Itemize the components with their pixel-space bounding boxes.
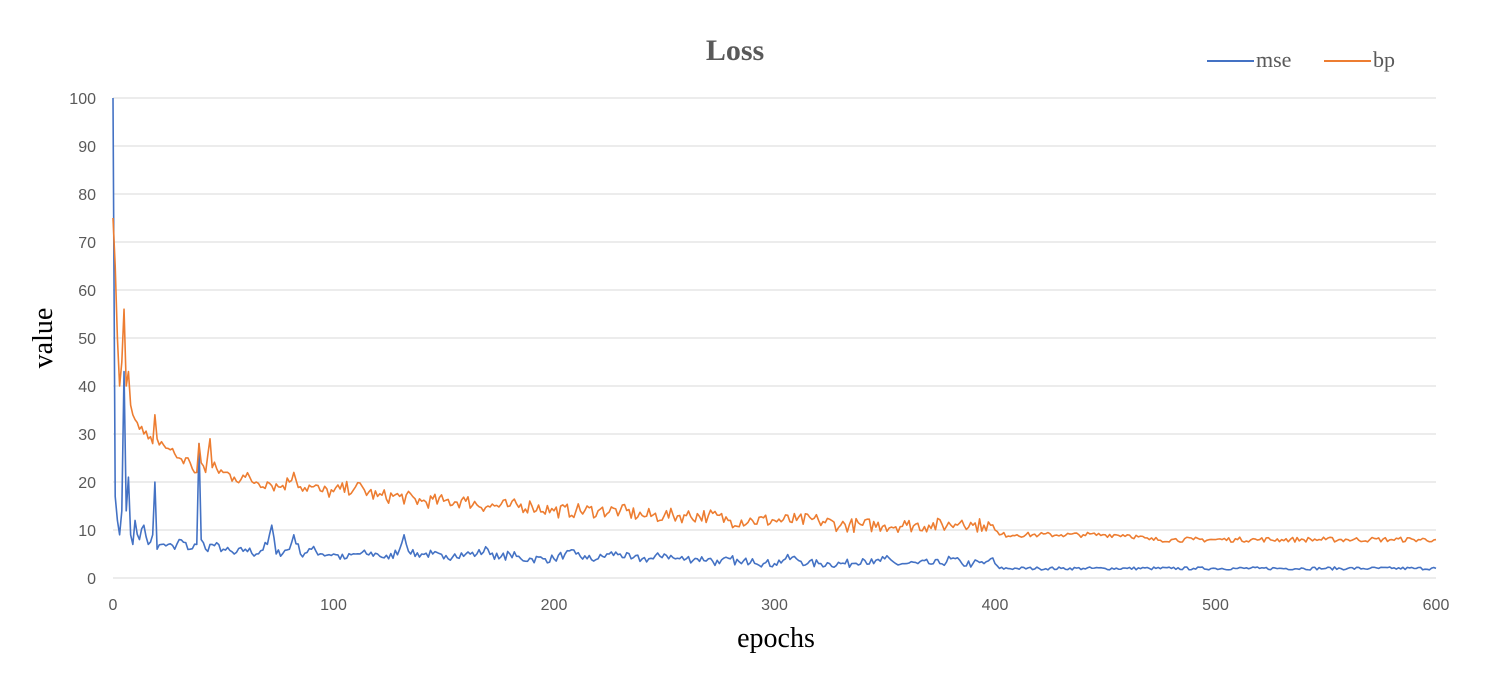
legend: mse bp (1207, 47, 1395, 72)
x-tick-label: 200 (541, 597, 568, 614)
y-tick-label: 30 (78, 427, 96, 444)
y-tick-label: 70 (78, 235, 96, 252)
legend-mse-label: mse (1256, 47, 1291, 72)
y-tick-label: 40 (78, 379, 96, 396)
x-tick-label: 300 (761, 597, 788, 614)
y-tick-labels: 0 10 20 30 40 50 60 70 80 90 100 (69, 91, 96, 588)
x-tick-labels: 0 100 200 300 400 500 600 (109, 597, 1450, 614)
x-tick-label: 600 (1423, 597, 1450, 614)
y-tick-label: 90 (78, 139, 96, 156)
series-lines (112, 97, 1437, 571)
x-tick-label: 100 (320, 597, 347, 614)
x-tick-label: 400 (982, 597, 1009, 614)
y-tick-label: 60 (78, 283, 96, 300)
chart-title: Loss (706, 34, 764, 67)
series-line-mse (112, 97, 1437, 571)
y-tick-label: 80 (78, 187, 96, 204)
y-tick-label: 20 (78, 475, 96, 492)
x-axis-title: epochs (737, 623, 815, 654)
y-tick-label: 0 (87, 571, 96, 588)
grid-lines (113, 97, 1436, 579)
y-tick-label: 100 (69, 91, 96, 108)
y-tick-label: 50 (78, 331, 96, 348)
y-axis-title: value (28, 308, 59, 369)
x-tick-label: 0 (109, 597, 118, 614)
x-tick-label: 500 (1202, 597, 1229, 614)
series-line-bp (112, 217, 1437, 543)
y-tick-label: 10 (78, 523, 96, 540)
legend-bp-label: bp (1373, 47, 1395, 72)
